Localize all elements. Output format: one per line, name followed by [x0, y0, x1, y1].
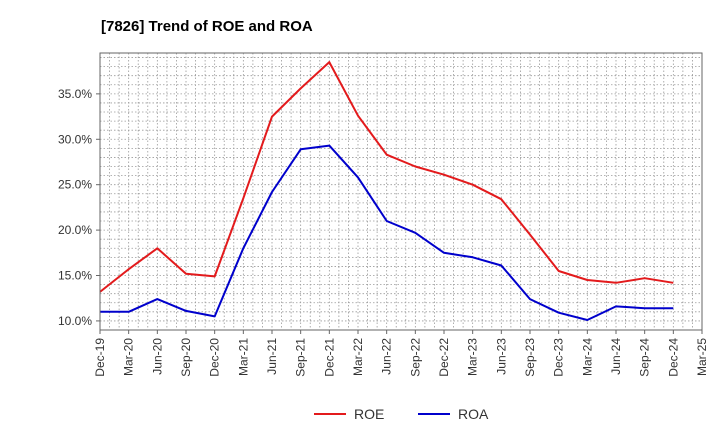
y-tick-label: 15.0%: [58, 269, 92, 283]
y-tick-label: 30.0%: [58, 132, 92, 146]
series-line-roa: [100, 144, 674, 321]
x-tick-label: Jun-20: [150, 338, 164, 375]
x-tick-label: Sep-24: [638, 338, 652, 377]
x-tick-label: Sep-21: [294, 338, 308, 377]
x-tick-label: Jun-24: [609, 338, 623, 375]
x-tick-label: Sep-23: [523, 338, 537, 377]
series-lines: [99, 61, 674, 321]
y-axis-ticks: 10.0% 15.0% 20.0% 25.0% 30.0% 35.0%: [58, 87, 100, 328]
x-tick-label: Sep-20: [179, 338, 193, 377]
legend-label-roe: ROE: [354, 406, 384, 422]
series-line-roe: [99, 61, 674, 293]
y-tick-label: 35.0%: [58, 87, 92, 101]
x-tick-label: Dec-20: [208, 338, 222, 377]
x-tick-label: Jun-21: [265, 338, 279, 375]
x-tick-label: Dec-21: [322, 338, 336, 377]
x-tick-label: Jun-22: [380, 338, 394, 375]
x-tick-label: Dec-23: [552, 338, 566, 377]
x-tick-label: Mar-22: [351, 338, 365, 376]
x-axis-ticks: Dec-19 Mar-20 Jun-20 Sep-20 Dec-20 Mar-21 Jun-…: [93, 330, 709, 377]
x-tick-label: Dec-24: [666, 338, 680, 377]
x-tick-label: Sep-22: [408, 338, 422, 377]
x-tick-label: Dec-22: [437, 338, 451, 377]
x-tick-label: Mar-25: [695, 338, 709, 376]
x-tick-label: Mar-23: [466, 338, 480, 376]
legend: ROE ROA: [314, 406, 489, 422]
x-tick-label: Mar-20: [122, 338, 136, 376]
grid: [100, 53, 702, 331]
x-tick-label: Mar-21: [236, 338, 250, 376]
y-tick-label: 20.0%: [58, 223, 92, 237]
x-tick-label: Jun-23: [494, 338, 508, 375]
legend-label-roa: ROA: [458, 406, 489, 422]
x-tick-label: Dec-19: [93, 338, 107, 377]
y-tick-label: 25.0%: [58, 178, 92, 192]
x-tick-label: Mar-24: [580, 338, 594, 376]
chart-title: [7826] Trend of ROE and ROA: [101, 18, 313, 35]
plot-frame: [99, 52, 703, 331]
y-tick-label: 10.0%: [58, 314, 92, 328]
